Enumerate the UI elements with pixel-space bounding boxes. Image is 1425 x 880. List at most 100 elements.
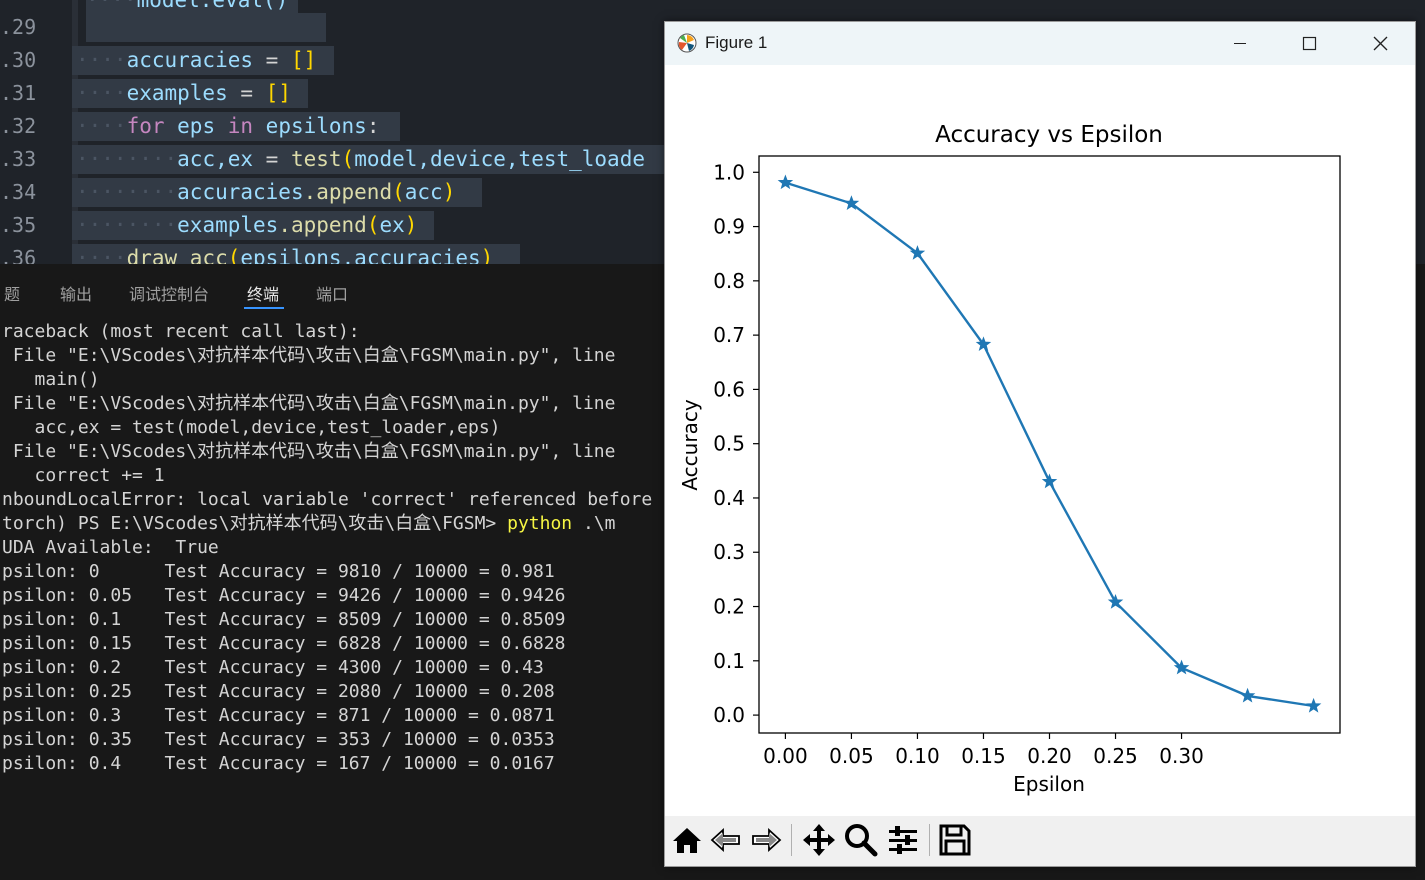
- y-tick-label: 0.9: [713, 215, 745, 239]
- terminal-line: psilon: 0.4 Test Accuracy = 167 / 10000 …: [2, 753, 555, 774]
- terminal-line: File "E:\VScodes\对抗样本代码\攻击\白盒\FGSM\main.…: [2, 441, 616, 462]
- code-line[interactable]: .32 ····for eps in epsilons:: [0, 110, 700, 143]
- matplotlib-icon: [677, 33, 697, 53]
- terminal-line: psilon: 0.35 Test Accuracy = 353 / 10000…: [2, 729, 555, 750]
- tab-ports[interactable]: 端口: [316, 285, 349, 304]
- data-point-marker: [777, 174, 794, 190]
- x-tick-label: 0.20: [1027, 744, 1072, 768]
- code-line[interactable]: .35 ········examples.append(ex): [0, 209, 700, 242]
- chart-title: Accuracy vs Epsilon: [935, 122, 1163, 148]
- x-tick-label: 0.05: [829, 744, 874, 768]
- forward-icon[interactable]: [747, 822, 783, 858]
- line-number: .35: [0, 213, 37, 237]
- line-number: .30: [0, 48, 37, 72]
- terminal-line: acc,ex = test(model,device,test_loader,e…: [2, 417, 501, 438]
- line-number: .33: [0, 147, 37, 171]
- data-point-marker: [1107, 594, 1124, 609]
- terminal-line: psilon: 0.3 Test Accuracy = 871 / 10000 …: [2, 705, 555, 726]
- code-line[interactable]: .31 ····examples = []: [0, 77, 700, 110]
- terminal-line: psilon: 0 Test Accuracy = 9810 / 10000 =…: [2, 561, 555, 582]
- tab-output[interactable]: 输出: [60, 285, 93, 304]
- code-line[interactable]: ····model.eval(): [0, 0, 700, 17]
- data-point-marker: [1041, 473, 1058, 489]
- data-point-marker: [1305, 697, 1322, 713]
- data-point-marker: [909, 245, 926, 260]
- y-tick-label: 0.7: [713, 323, 745, 347]
- save-icon[interactable]: [937, 822, 973, 858]
- minimize-icon: [1234, 43, 1246, 44]
- tab-debug-console[interactable]: 调试控制台: [129, 285, 210, 304]
- tab-problems[interactable]: 题: [4, 285, 21, 304]
- series-line: [785, 181, 1314, 708]
- terminal-line: psilon: 0.2 Test Accuracy = 4300 / 10000…: [2, 657, 544, 678]
- y-tick-label: 0.8: [713, 269, 745, 293]
- terminal-line: File "E:\VScodes\对抗样本代码\攻击\白盒\FGSM\main.…: [2, 345, 616, 366]
- x-tick-label: 0.15: [961, 744, 1006, 768]
- line-number: .34: [0, 180, 37, 204]
- line-number: .32: [0, 114, 37, 138]
- x-tick-label: 0.00: [763, 744, 808, 768]
- maximize-icon: [1302, 36, 1317, 51]
- configure-icon[interactable]: [885, 822, 921, 858]
- terminal-command: python: [507, 513, 573, 534]
- plot-area: [758, 155, 1341, 734]
- code-text: model.eval(): [136, 0, 289, 12]
- close-icon: [1373, 36, 1388, 51]
- x-tick-label: 0.30: [1159, 744, 1204, 768]
- y-tick-label: 0.0: [713, 703, 745, 727]
- line-number: .29: [0, 15, 37, 39]
- y-tick-label: 0.2: [713, 595, 745, 619]
- figure-canvas[interactable]: Accuracy vs Epsilon 0.0 0.1 0.2 0.3 0.4 0.5 0.…: [665, 65, 1415, 816]
- x-tick-label: 0.10: [895, 744, 940, 768]
- window-title: Figure 1: [705, 33, 768, 52]
- code-line[interactable]: .29: [0, 11, 700, 44]
- code-line[interactable]: .30 ····accuracies = []: [0, 44, 700, 77]
- terminal-output[interactable]: raceback (most recent call last): File "…: [2, 320, 662, 776]
- toolbar-separator: [791, 824, 792, 856]
- x-tick-label: 0.25: [1093, 744, 1138, 768]
- figure-toolbar: [665, 816, 1415, 866]
- data-point-marker: [975, 336, 992, 352]
- terminal-command-args: .\m: [572, 513, 616, 534]
- data-point-marker: [843, 195, 860, 211]
- panel-tabs: 题 输出 调试控制台 终端 端口: [0, 264, 700, 314]
- terminal-line: correct += 1: [2, 465, 165, 486]
- pan-icon[interactable]: [801, 822, 837, 858]
- terminal-line: main(): [2, 369, 100, 390]
- zoom-icon[interactable]: [843, 822, 879, 858]
- code-text: examples: [126, 81, 228, 105]
- y-tick-label: 0.6: [713, 377, 745, 401]
- terminal-line: raceback (most recent call last):: [2, 321, 360, 342]
- y-tick-label: 0.4: [713, 486, 745, 510]
- terminal-prompt-line: torch) PS E:\VScodes\对抗样本代码\攻击\白盒\FGSM> …: [2, 512, 662, 536]
- figure-window[interactable]: Figure 1 Accuracy vs Epsilon 0.0 0.1 0.2 0.…: [664, 21, 1416, 867]
- terminal-prompt: torch) PS E:\VScodes\对抗样本代码\攻击\白盒\FGSM>: [2, 513, 508, 534]
- minimize-button[interactable]: [1205, 22, 1275, 65]
- maximize-button[interactable]: [1275, 22, 1345, 65]
- terminal-line: nboundLocalError: local variable 'correc…: [2, 489, 653, 510]
- terminal-line: File "E:\VScodes\对抗样本代码\攻击\白盒\FGSM\main.…: [2, 393, 616, 414]
- terminal-line: psilon: 0.05 Test Accuracy = 9426 / 1000…: [2, 585, 566, 606]
- back-icon[interactable]: [709, 822, 745, 858]
- y-tick-label: 0.5: [713, 432, 745, 456]
- data-point-marker: [1239, 687, 1256, 703]
- close-button[interactable]: [1345, 22, 1415, 65]
- code-text: accuracies: [126, 48, 254, 72]
- active-tab-indicator: [244, 307, 284, 309]
- terminal-line: psilon: 0.1 Test Accuracy = 8509 / 10000…: [2, 609, 566, 630]
- y-axis-label: Accuracy: [678, 399, 702, 490]
- code-line[interactable]: .33 ········acc,ex = test(model,device,t…: [0, 143, 700, 176]
- line-chart: Accuracy vs Epsilon 0.0 0.1 0.2 0.3 0.4 0.5 0.…: [678, 122, 1341, 796]
- tab-terminal[interactable]: 终端: [247, 285, 280, 304]
- terminal-line: UDA Available: True: [2, 537, 219, 558]
- home-icon[interactable]: [669, 822, 705, 858]
- y-tick-label: 0.3: [713, 540, 745, 564]
- code-line[interactable]: .34 ········accuracies.append(acc): [0, 176, 700, 209]
- y-tick-label: 0.1: [713, 649, 745, 673]
- data-point-marker: [1173, 659, 1190, 675]
- y-tick-label: 1.0: [713, 160, 745, 184]
- line-number: .31: [0, 81, 37, 105]
- window-titlebar[interactable]: Figure 1: [665, 22, 1415, 65]
- code-line[interactable]: .36 ····draw_acc(epsilons,accuracies): [0, 242, 700, 264]
- toolbar-separator: [929, 824, 930, 856]
